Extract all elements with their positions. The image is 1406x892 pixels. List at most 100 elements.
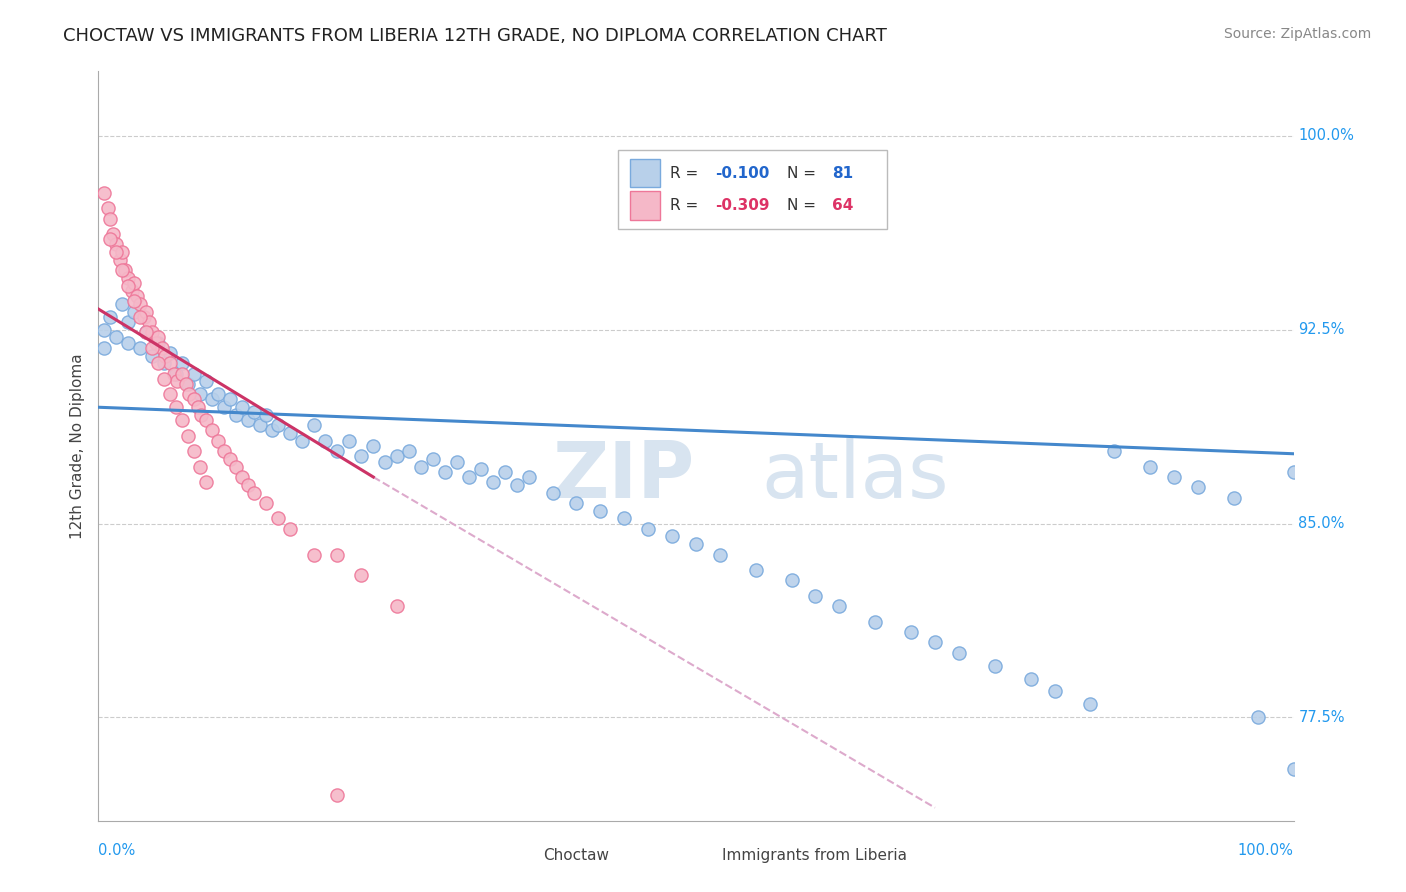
Point — [1163, 470, 1185, 484]
Point — [155, 349, 177, 363]
Point — [111, 245, 134, 260]
Point — [481, 475, 505, 490]
Point — [159, 346, 181, 360]
Point — [254, 408, 277, 422]
Point — [177, 428, 200, 442]
Point — [260, 424, 283, 438]
Text: R =: R = — [669, 166, 703, 181]
Text: R =: R = — [669, 198, 703, 213]
Point — [326, 444, 349, 458]
Point — [231, 401, 253, 415]
Text: 100.0%: 100.0% — [1298, 128, 1354, 144]
Point — [101, 227, 124, 241]
Point — [138, 315, 160, 329]
Point — [1247, 710, 1270, 724]
Text: atlas: atlas — [762, 438, 949, 514]
Point — [179, 387, 201, 401]
FancyBboxPatch shape — [619, 150, 887, 228]
Point — [187, 401, 209, 415]
Point — [517, 470, 540, 484]
Point — [125, 289, 148, 303]
Point — [201, 424, 224, 438]
Point — [121, 284, 143, 298]
Text: -0.309: -0.309 — [716, 198, 769, 213]
Point — [828, 599, 851, 614]
Point — [236, 413, 259, 427]
Point — [613, 511, 636, 525]
Point — [117, 335, 139, 350]
Point — [165, 367, 187, 381]
Point — [141, 326, 163, 340]
Point — [148, 356, 170, 370]
Point — [278, 522, 301, 536]
Point — [117, 278, 139, 293]
Point — [291, 434, 314, 448]
Point — [141, 341, 163, 355]
Text: -0.100: -0.100 — [716, 166, 769, 181]
Point — [129, 297, 152, 311]
Point — [163, 367, 186, 381]
Point — [1282, 762, 1305, 776]
Point — [398, 444, 420, 458]
Point — [1043, 684, 1066, 698]
Point — [1139, 459, 1161, 474]
Point — [141, 349, 163, 363]
Point — [219, 451, 242, 466]
Point — [132, 310, 155, 324]
Point — [278, 426, 301, 441]
Point — [153, 372, 176, 386]
Point — [108, 252, 131, 267]
Point — [780, 574, 803, 588]
Point — [1104, 444, 1126, 458]
Point — [183, 367, 205, 381]
Text: 0.0%: 0.0% — [98, 843, 135, 858]
Text: 85.0%: 85.0% — [1298, 516, 1344, 531]
Point — [174, 376, 197, 391]
Point — [190, 408, 212, 422]
Text: Immigrants from Liberia: Immigrants from Liberia — [723, 848, 907, 863]
Point — [1019, 672, 1042, 686]
Point — [177, 376, 200, 391]
Point — [541, 485, 564, 500]
Point — [98, 211, 122, 226]
Bar — [696, 847, 717, 867]
Point — [661, 529, 683, 543]
Point — [422, 451, 444, 466]
Point — [165, 401, 187, 415]
Point — [188, 459, 211, 474]
Point — [225, 459, 247, 474]
Point — [243, 405, 266, 419]
Text: Choctaw: Choctaw — [543, 848, 609, 863]
Point — [129, 310, 152, 324]
Point — [1187, 480, 1209, 494]
Point — [105, 237, 128, 252]
Text: N =: N = — [787, 198, 821, 213]
Point — [188, 387, 211, 401]
Point — [195, 475, 218, 490]
Point — [267, 418, 290, 433]
Point — [804, 589, 827, 603]
Point — [129, 341, 152, 355]
Point — [363, 439, 385, 453]
Point — [105, 245, 128, 260]
Point — [1223, 491, 1246, 505]
Point — [900, 625, 922, 640]
Bar — [517, 847, 538, 867]
Point — [207, 387, 229, 401]
Point — [249, 418, 271, 433]
Point — [924, 635, 946, 649]
Point — [326, 548, 349, 562]
Point — [114, 263, 136, 277]
Point — [135, 326, 157, 340]
Y-axis label: 12th Grade, No Diploma: 12th Grade, No Diploma — [69, 353, 84, 539]
Point — [385, 599, 409, 614]
Point — [183, 392, 205, 407]
Bar — [630, 191, 661, 219]
Text: 92.5%: 92.5% — [1298, 322, 1344, 337]
Point — [111, 297, 134, 311]
Point — [201, 392, 224, 407]
Point — [150, 341, 173, 355]
Point — [105, 330, 128, 344]
Point — [93, 186, 115, 200]
Point — [385, 450, 409, 464]
